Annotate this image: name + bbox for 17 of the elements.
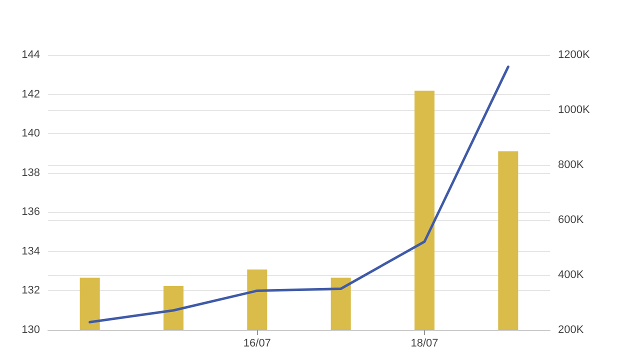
y-tick-label: 132 <box>22 284 40 297</box>
y2-tick-label: 600K <box>558 214 584 226</box>
x-tick-label: 18/07 <box>410 338 438 350</box>
y-tick-label: 130 <box>22 324 40 336</box>
y-tick-label: 140 <box>22 128 40 140</box>
y-tick-label: 142 <box>22 88 40 100</box>
y2-tick-label: 1000K <box>558 104 590 116</box>
x-tick-label: 16/07 <box>243 338 271 350</box>
y-tick-label: 134 <box>22 245 40 258</box>
line-series <box>88 66 510 324</box>
y2-tick-label: 200K <box>558 324 584 336</box>
y2-tick-label: 1200K <box>558 49 590 61</box>
y-tick-label: 136 <box>22 206 40 218</box>
y-tick-label: 138 <box>22 166 40 179</box>
y2-tick-label: 800K <box>558 159 584 171</box>
y-tick-label: 144 <box>22 49 40 61</box>
y2-tick-label: 400K <box>558 269 584 281</box>
